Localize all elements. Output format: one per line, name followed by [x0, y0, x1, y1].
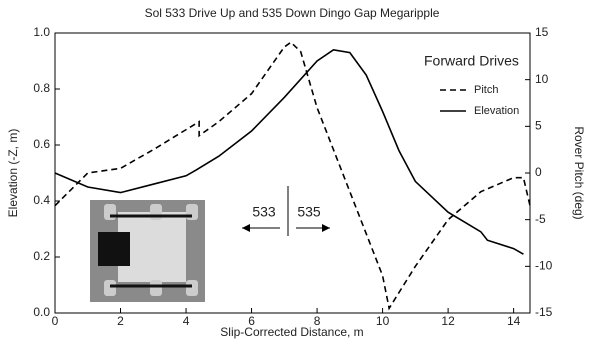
- wheel: [186, 204, 198, 220]
- chart-title: Sol 533 Drive Up and 535 Down Dingo Gap …: [145, 6, 440, 20]
- y2-tick-label: 10: [535, 72, 549, 86]
- x-tick-label: 4: [183, 314, 190, 328]
- y2-tick-label: -15: [535, 305, 553, 319]
- y-tick-label: 0.8: [33, 81, 50, 95]
- x-tick-label: 6: [248, 314, 255, 328]
- y-tick-label: 0.4: [33, 193, 50, 207]
- direction-marker: 533 535: [242, 186, 330, 236]
- wheel: [150, 280, 162, 296]
- wheel: [104, 204, 116, 220]
- annotation: 535: [297, 204, 321, 220]
- y2-tick-label: 15: [535, 25, 549, 39]
- wheel: [186, 280, 198, 296]
- x-tick-label: 8: [314, 314, 321, 328]
- x-tick-label: 10: [376, 314, 390, 328]
- y2-tick-label: 0: [535, 165, 542, 179]
- y-tick-label: 0.6: [33, 137, 50, 151]
- legend-title: Forward Drives: [424, 53, 519, 69]
- arrow-head: [242, 224, 250, 232]
- x-tick-label: 14: [507, 314, 521, 328]
- y2-axis-label: Rover Pitch (deg): [572, 126, 586, 219]
- arrow-head: [322, 224, 330, 232]
- y-tick-label: 0.0: [33, 305, 50, 319]
- legend-label: Pitch: [474, 84, 498, 96]
- page: Sol 533 Drive Up and 535 Down Dingo Gap …: [0, 0, 592, 343]
- y2-tick-label: -5: [535, 212, 546, 226]
- rover-inset: [90, 200, 205, 302]
- x-axis-label: Slip-Corrected Distance, m: [220, 325, 363, 339]
- y2-tick-label: -10: [535, 259, 553, 273]
- y-tick-label: 0.2: [33, 249, 50, 263]
- x-tick-label: 2: [117, 314, 124, 328]
- y-axis-label: Elevation (-Z, m): [6, 129, 20, 218]
- y-tick-label: 1.0: [33, 25, 50, 39]
- wheel: [104, 280, 116, 296]
- chart: Sol 533 Drive Up and 535 Down Dingo Gap …: [0, 0, 592, 343]
- rover-part: [98, 232, 130, 266]
- y2-tick-label: 5: [535, 119, 542, 133]
- legend-label: Elevation: [474, 105, 519, 117]
- annotation: 533: [252, 204, 276, 220]
- x-tick-label: 0: [52, 314, 59, 328]
- wheel: [150, 204, 162, 220]
- x-tick-label: 12: [441, 314, 455, 328]
